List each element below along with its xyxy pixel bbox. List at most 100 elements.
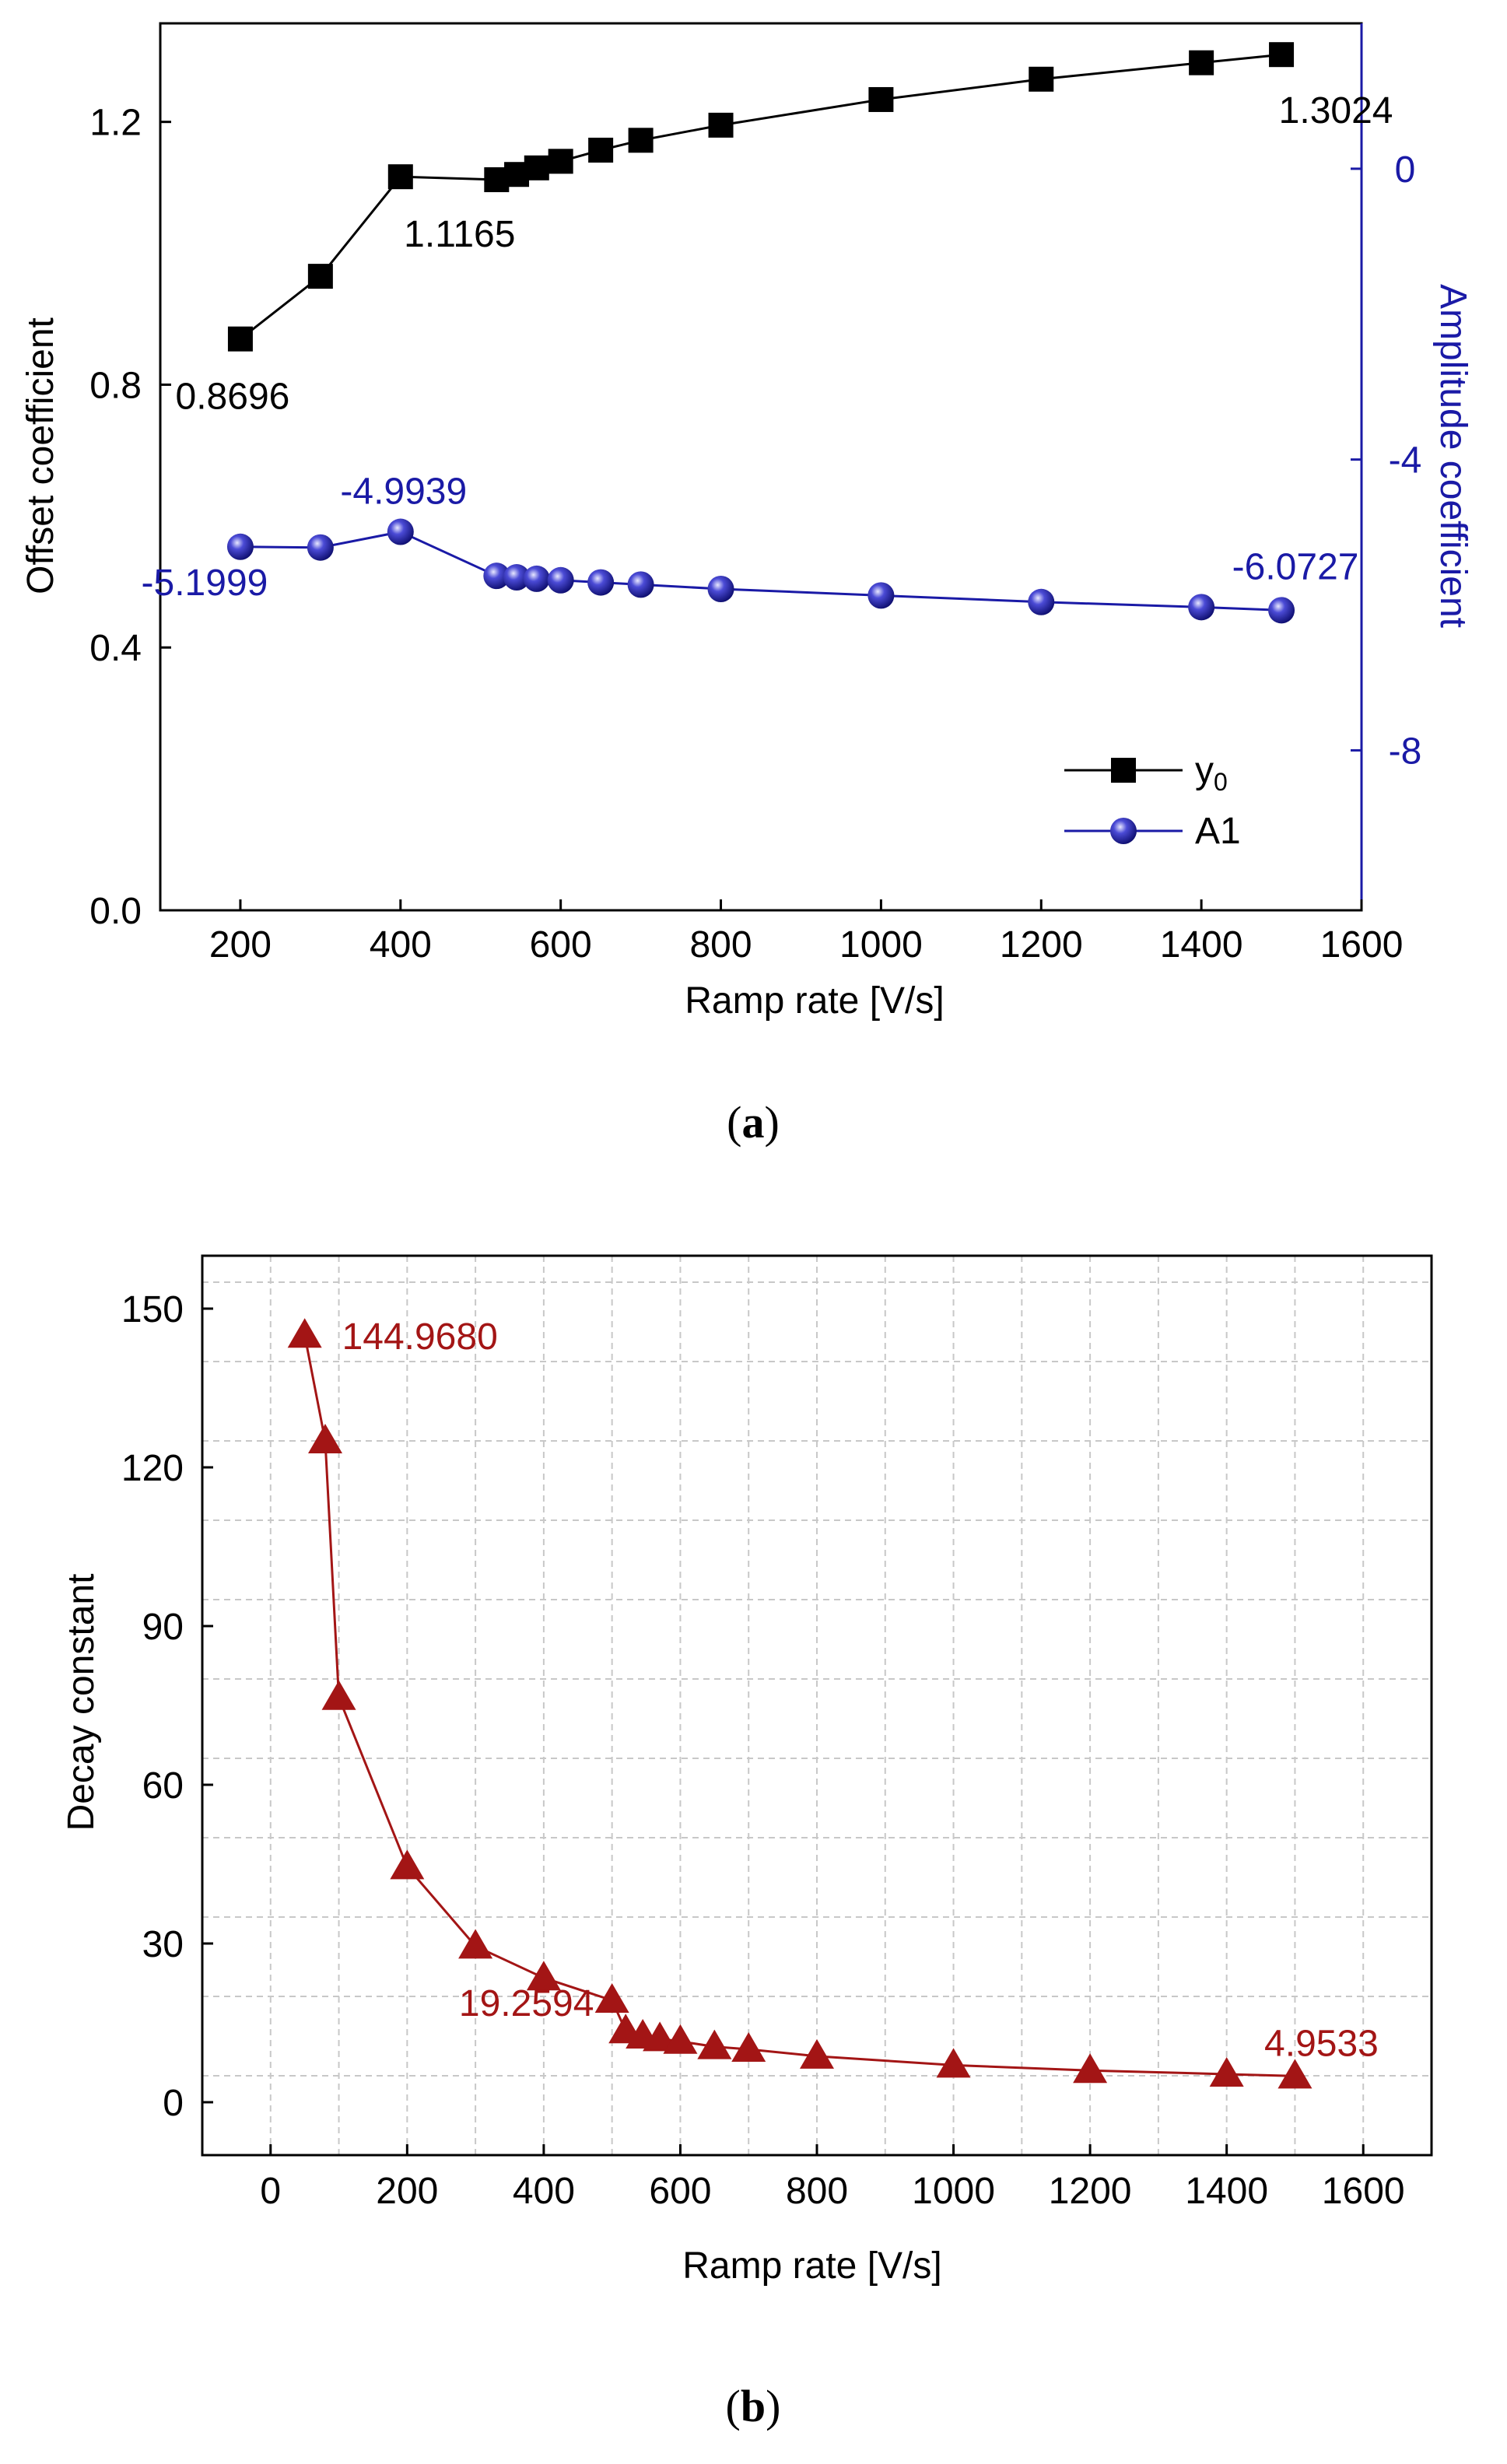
y-tick-label: 60 bbox=[142, 1765, 184, 1807]
chart-a-annotations: 0.8696 1.1165 1.3024 -5.1999 -4.9939 -6.0727 bbox=[142, 90, 1393, 604]
x-tick-label: 800 bbox=[689, 924, 752, 966]
y2-tick-label: -8 bbox=[1389, 731, 1422, 772]
y-tick-label: 30 bbox=[142, 1924, 184, 1965]
series-a1-point bbox=[523, 565, 550, 592]
chart-a-y-axis: 0.0 0.4 0.8 1.2 bbox=[89, 103, 171, 932]
y-tick-label: 1.2 bbox=[89, 103, 142, 144]
series-y0-line bbox=[240, 53, 1282, 340]
series-a1-point bbox=[387, 518, 414, 545]
series-y0-point bbox=[387, 164, 413, 190]
chart-b-y-axis-label: Decay constant bbox=[61, 1574, 102, 1831]
series-decay-point bbox=[1073, 2053, 1108, 2084]
chart-a-panel-caption: (a) bbox=[727, 1097, 780, 1148]
series-y0-point bbox=[524, 155, 549, 181]
series-y0-point bbox=[868, 86, 894, 112]
chart-a-y2-axis: 0 -4 -8 bbox=[1351, 149, 1422, 772]
series-a1-point bbox=[1028, 588, 1055, 615]
series-a1-point bbox=[226, 533, 254, 560]
x-tick-label: 200 bbox=[376, 2171, 438, 2212]
legend-y0-label: y0 bbox=[1195, 750, 1228, 796]
series-y0-point bbox=[1269, 42, 1295, 68]
data-label: 4.9533 bbox=[1264, 2023, 1379, 2064]
series-decay-point bbox=[526, 1961, 561, 1991]
series-a1-point bbox=[503, 564, 531, 591]
series-y0-point bbox=[708, 112, 734, 138]
chart-b-x-axis-label: Ramp rate [V/s] bbox=[682, 2245, 941, 2287]
series-y0-point bbox=[1029, 66, 1054, 92]
series-decay-point bbox=[697, 2029, 732, 2059]
series-y0-point bbox=[588, 137, 614, 163]
chart-a-plot-area bbox=[159, 22, 1363, 912]
x-tick-label: 0 bbox=[260, 2171, 281, 2212]
series-decay-point bbox=[594, 1983, 629, 2014]
chart-a: 200 400 600 800 1000 1200 1400 1600 0.0 0.4 0.8 1.… bbox=[20, 22, 1474, 1148]
chart-b: 0 200 400 600 800 1000 1200 1400 1600 0 30 60 90 120… bbox=[61, 1254, 1433, 2431]
series-a1-point bbox=[1188, 594, 1215, 621]
chart-a-y2-axis-label: Amplitude coefficient bbox=[1432, 284, 1474, 628]
series-a1-line bbox=[240, 530, 1282, 612]
y-tick-label: 90 bbox=[142, 1607, 184, 1648]
series-a1-point bbox=[707, 575, 734, 602]
chart-b-annotations: 144.9680 19.2594 4.9533 bbox=[342, 1316, 1379, 2064]
x-tick-label: 1400 bbox=[1185, 2171, 1268, 2212]
chart-b-panel-caption: (b) bbox=[726, 2381, 781, 2431]
series-decay-point bbox=[643, 2021, 678, 2052]
y-tick-label: 0.0 bbox=[89, 891, 142, 932]
legend-y0-main: y bbox=[1195, 750, 1214, 791]
chart-a-legend: y0 A1 bbox=[1064, 750, 1241, 852]
data-label: 1.1165 bbox=[404, 214, 515, 255]
series-a1-point bbox=[1268, 597, 1295, 624]
chart-b-y-axis: 0 30 60 90 120 150 bbox=[121, 1289, 213, 2124]
chart-a-x-axis: 200 400 600 800 1000 1200 1400 1600 bbox=[209, 899, 1404, 966]
series-a1-point bbox=[627, 571, 654, 598]
x-tick-label: 600 bbox=[530, 924, 592, 966]
y2-tick-label: -4 bbox=[1389, 440, 1422, 482]
series-decay-point bbox=[731, 2032, 766, 2062]
data-label: -5.1999 bbox=[142, 563, 268, 604]
x-tick-label: 1200 bbox=[1049, 2171, 1132, 2212]
series-y0-point bbox=[1189, 50, 1214, 75]
legend-y0-subscript: 0 bbox=[1214, 768, 1228, 796]
x-tick-label: 600 bbox=[649, 2171, 711, 2212]
series-decay-point bbox=[458, 1929, 493, 1959]
x-tick-label: 1200 bbox=[1000, 924, 1083, 966]
data-label: 1.3024 bbox=[1279, 90, 1393, 131]
data-label: 144.9680 bbox=[342, 1316, 498, 1358]
series-y0-point bbox=[548, 149, 573, 174]
series-decay-point bbox=[390, 1849, 425, 1880]
x-tick-label: 1600 bbox=[1320, 924, 1404, 966]
data-label: -4.9939 bbox=[340, 471, 467, 513]
x-tick-label: 1000 bbox=[912, 2171, 995, 2212]
chart-a-y-axis-label: Offset coefficient bbox=[20, 317, 61, 594]
y2-tick-label: 0 bbox=[1395, 149, 1416, 191]
chart-a-x-axis-label: Ramp rate [V/s] bbox=[685, 980, 944, 1022]
data-label: 19.2594 bbox=[459, 1983, 594, 2024]
y-tick-label: 120 bbox=[121, 1448, 184, 1489]
y-tick-label: 0 bbox=[163, 2083, 184, 2124]
series-decay-point bbox=[800, 2038, 834, 2069]
y-tick-label: 0.4 bbox=[89, 628, 142, 669]
series-decay-line bbox=[303, 1334, 1295, 2077]
legend-a1-label: A1 bbox=[1195, 811, 1241, 852]
chart-b-x-axis: 0 200 400 600 800 1000 1200 1400 1600 bbox=[260, 2144, 1405, 2212]
legend-a1-sphere-marker bbox=[1110, 818, 1137, 844]
x-tick-label: 1400 bbox=[1160, 924, 1243, 966]
series-y0-point bbox=[307, 264, 333, 289]
series-a1-point bbox=[483, 563, 510, 590]
series-decay-point bbox=[936, 2048, 971, 2078]
series-decay-point bbox=[663, 2024, 698, 2054]
data-label: 0.8696 bbox=[176, 377, 290, 418]
chart-a-panel-letter: a bbox=[742, 1097, 765, 1148]
series-a1-point bbox=[587, 569, 615, 596]
chart-b-series bbox=[287, 1318, 1312, 2089]
x-tick-label: 1000 bbox=[839, 924, 923, 966]
series-a1-point bbox=[307, 534, 334, 561]
x-tick-label: 400 bbox=[513, 2171, 575, 2212]
x-tick-label: 1600 bbox=[1322, 2171, 1405, 2212]
series-decay-point bbox=[1277, 2059, 1312, 2089]
series-decay-point bbox=[1209, 2056, 1244, 2087]
x-tick-label: 800 bbox=[786, 2171, 848, 2212]
chart-b-grid bbox=[202, 1256, 1432, 2155]
series-decay-point bbox=[287, 1318, 322, 1348]
